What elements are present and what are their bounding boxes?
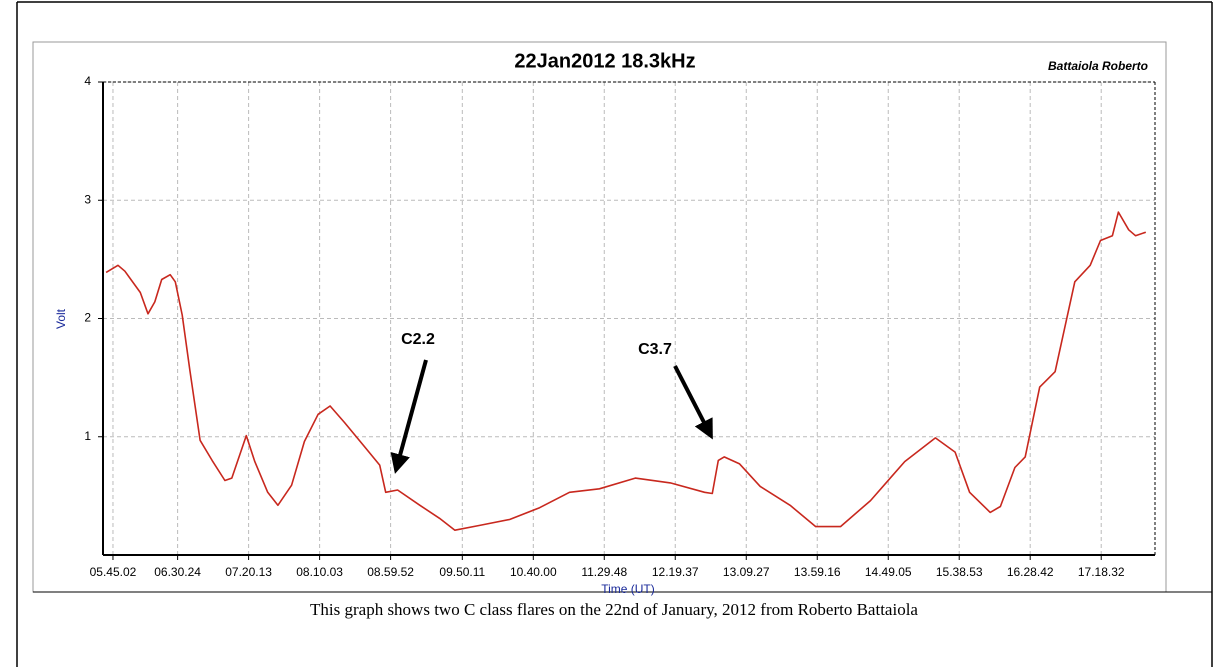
x-axis-label: Time (UT) — [601, 582, 655, 596]
x-tick-label: 05.45.02 — [90, 565, 137, 579]
author: Battaiola Roberto — [1048, 59, 1148, 73]
y-tick-label: 4 — [84, 74, 91, 88]
x-tick-label: 14.49.05 — [865, 565, 912, 579]
x-tick-label: 10.40.00 — [510, 565, 557, 579]
y-axis-label: Volt — [54, 308, 68, 329]
x-tick-label: 12.19.37 — [652, 565, 699, 579]
x-tick-label: 08.10.03 — [296, 565, 343, 579]
x-tick-label: 11.29.48 — [581, 565, 627, 579]
y-tick-label: 1 — [84, 429, 91, 443]
annotation: C3.7 — [638, 341, 672, 358]
x-tick-label: 13.59.16 — [794, 565, 841, 579]
annotation-arrow — [390, 359, 428, 474]
x-tick-label: 09.50.11 — [439, 565, 485, 579]
x-tick-label: 13.09.27 — [723, 565, 770, 579]
x-tick-label: 06.30.24 — [154, 565, 201, 579]
y-tick-label: 3 — [84, 192, 91, 206]
x-tick-label: 07.20.13 — [225, 565, 272, 579]
annotation-arrow — [673, 365, 713, 440]
annotation: C2.2 — [401, 331, 435, 348]
chart-title: 22Jan2012 18.3kHz — [514, 50, 695, 72]
x-tick-label: 08.59.52 — [367, 565, 414, 579]
x-tick-label: 16.28.42 — [1007, 565, 1054, 579]
x-tick-label: 17.18.32 — [1078, 565, 1125, 579]
data-line — [105, 211, 1147, 531]
x-tick-label: 15.38.53 — [936, 565, 983, 579]
y-tick-label: 2 — [84, 311, 91, 325]
caption: This graph shows two C class flares on t… — [310, 600, 918, 619]
plot: 1 2 3 4 05.45.02 06.30.24 07.20.13 08.10.03 08.5… — [84, 74, 1156, 579]
